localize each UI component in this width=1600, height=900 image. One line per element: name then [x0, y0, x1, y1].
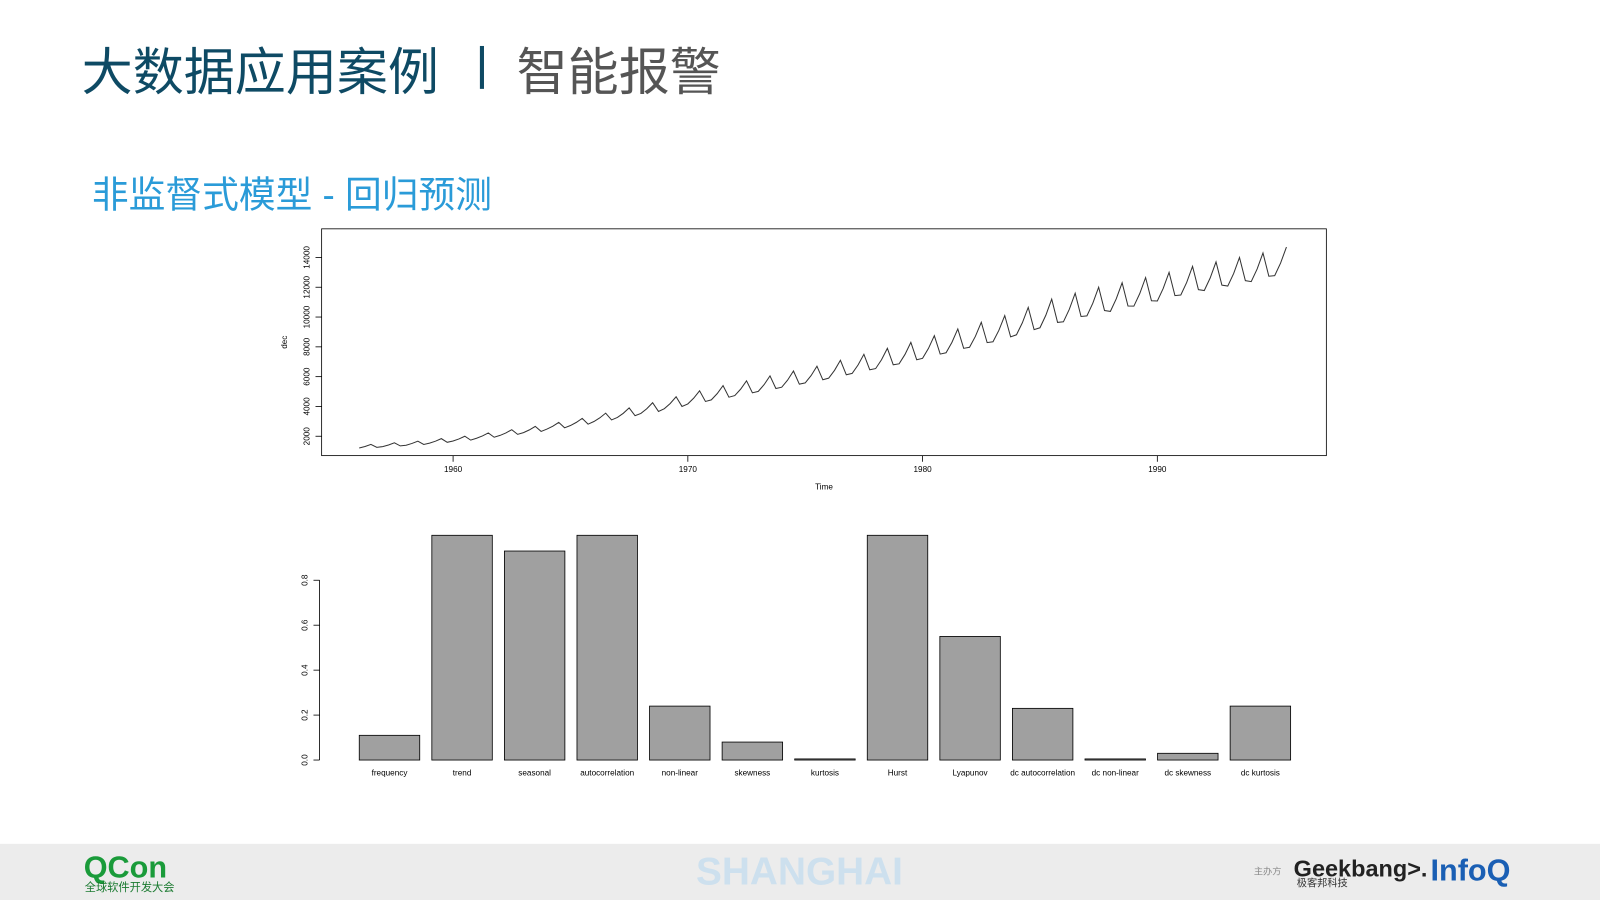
y-tick-label: 0.8: [300, 574, 309, 586]
title-separator: [479, 45, 484, 89]
series-line: [359, 246, 1287, 449]
footer-band: [0, 843, 1600, 900]
y-tick-label: 4000: [302, 397, 311, 416]
x-tick-label: 1990: [1148, 465, 1167, 474]
bar: [794, 758, 856, 761]
x-tick-label: dc kurtosis: [1241, 768, 1280, 777]
y-tick-label: 0.0: [300, 754, 309, 766]
x-tick-label: 1970: [679, 465, 698, 474]
x-tick-label: 1960: [444, 465, 463, 474]
slide-topic: 智能报警: [517, 44, 721, 101]
slide-subtitle: 非监督式模型 - 回归预测: [92, 174, 492, 215]
x-tick-label: Hurst: [888, 768, 908, 777]
footer-brand-sub: 全球软件开发大会: [85, 880, 175, 894]
bar: [503, 550, 566, 761]
x-tick-label: non-linear: [662, 768, 699, 777]
bar: [1012, 707, 1074, 761]
bar: [358, 734, 421, 761]
y-tick-label: 12000: [302, 275, 311, 298]
y-tick-label: 8000: [302, 337, 311, 356]
plot-frame: [321, 228, 1327, 457]
y-tick-label: 0.4: [300, 664, 309, 676]
x-tick-label: 1980: [914, 465, 933, 474]
x-tick-label: skewness: [734, 768, 770, 777]
bar: [939, 636, 1001, 761]
bar: [649, 705, 711, 761]
y-tick-label: 6000: [302, 367, 311, 386]
footer-sponsor: Geekbang>.: [1294, 855, 1428, 881]
x-tick-label: dc skewness: [1164, 768, 1211, 777]
bar: [576, 534, 638, 761]
x-tick-label: trend: [453, 768, 472, 777]
bar: [431, 534, 493, 761]
x-tick-label: dc non-linear: [1092, 768, 1139, 777]
y-tick-label: 14000: [302, 246, 311, 269]
y-tick-label: 0.2: [300, 709, 309, 721]
bar: [1157, 752, 1219, 761]
x-axis-label: Time: [815, 482, 833, 491]
x-tick-label: dc autocorrelation: [1010, 768, 1075, 777]
footer-organizer: 主办方: [1254, 865, 1282, 876]
x-tick-label: Lyapunov: [953, 768, 989, 777]
footer-city: SHANGHAI: [696, 851, 903, 894]
footer-sponsor-sub: 极客邦科技: [1297, 877, 1348, 890]
x-tick-label: kurtosis: [811, 768, 839, 777]
x-tick-label: frequency: [372, 768, 409, 777]
x-tick-label: seasonal: [518, 768, 551, 777]
footer-brand: QCon: [84, 851, 167, 885]
slide-title: 大数据应用案例: [82, 44, 439, 101]
y-tick-label: 2000: [302, 427, 311, 446]
bar: [866, 534, 929, 761]
y-axis-label: dec: [280, 336, 289, 349]
y-tick-label: 10000: [302, 305, 311, 328]
y-tick-label: 0.6: [300, 619, 309, 631]
bar: [721, 741, 784, 761]
bar: [1084, 758, 1146, 761]
x-tick-label: autocorrelation: [580, 768, 634, 777]
bar: [1229, 705, 1292, 761]
footer-media: InfoQ: [1431, 854, 1511, 888]
